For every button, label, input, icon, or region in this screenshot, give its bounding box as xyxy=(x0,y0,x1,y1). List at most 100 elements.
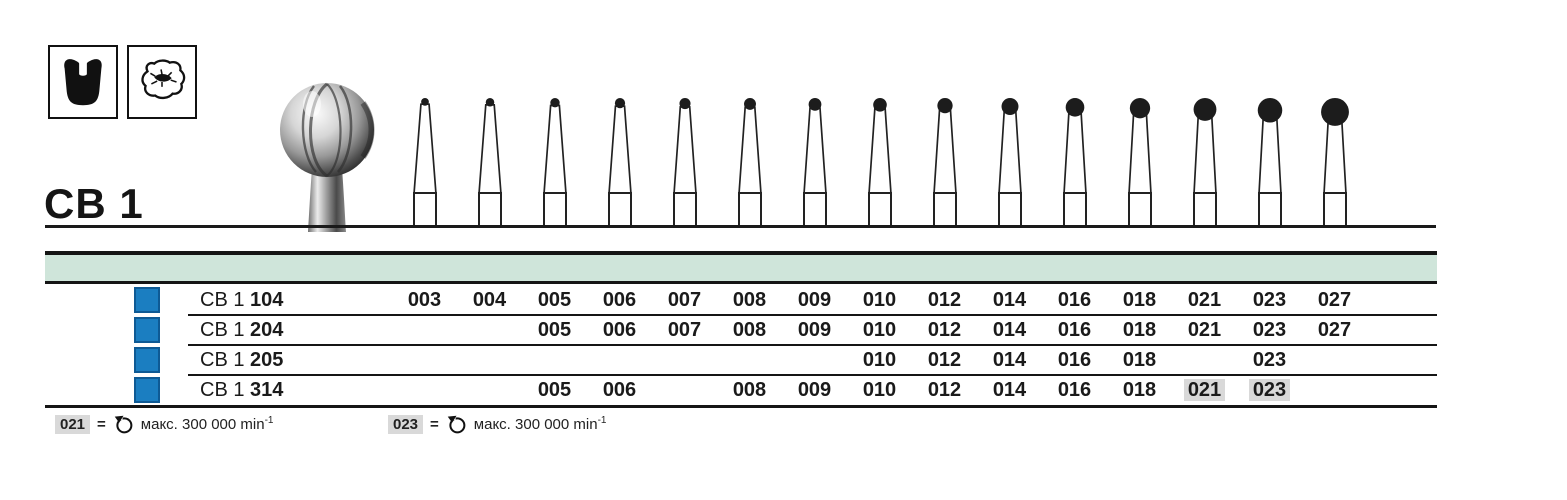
size-cell: 016 xyxy=(1057,318,1092,341)
footnote-023: 023 = макс. 300 000 min-1 xyxy=(388,412,606,436)
occlusal-surface-icon xyxy=(141,59,186,100)
size-cell: 010 xyxy=(862,288,897,311)
size-cell: 008 xyxy=(732,378,767,401)
footnote-size-badge: 023 xyxy=(388,414,424,434)
table-top-rule xyxy=(45,251,1437,255)
size-cell: 009 xyxy=(797,378,832,401)
product-label: CB 1 205 xyxy=(200,348,284,371)
size-cell: 018 xyxy=(1122,348,1157,371)
footnote-text: макс. 300 000 min-1 xyxy=(473,415,607,433)
series-title: CB 1 xyxy=(44,180,144,227)
size-cell: 014 xyxy=(992,378,1027,401)
bur-silhouette xyxy=(672,98,697,227)
indication-icon-box-1 xyxy=(48,45,118,119)
size-cell: 021 xyxy=(1187,288,1222,311)
product-select-square[interactable] xyxy=(134,376,160,403)
size-cell: 010 xyxy=(862,378,897,401)
size-cell: 005 xyxy=(537,288,572,311)
bur-silhouette xyxy=(1127,98,1152,227)
table-header-band xyxy=(45,255,1437,281)
size-cell: 014 xyxy=(992,318,1027,341)
size-cell: 009 xyxy=(797,318,832,341)
product-label: CB 1 314 xyxy=(200,378,284,401)
size-cell: 006 xyxy=(602,318,637,341)
size-cell: 012 xyxy=(927,288,962,311)
bur-silhouette xyxy=(1192,98,1217,227)
indication-icon-box-2 xyxy=(127,45,197,119)
size-cell: 023 xyxy=(1252,318,1287,341)
size-cell: 016 xyxy=(1057,378,1092,401)
size-cell: 023 xyxy=(1252,288,1287,311)
size-cell: 021 xyxy=(1187,318,1222,341)
table-rows: CB 1 104 003 004 005 006 007 008 009 010 012 014 01… xyxy=(45,285,1437,405)
footnote-size-badge: 021 xyxy=(55,414,91,434)
baseline-rule xyxy=(45,225,1436,228)
table-header-rule xyxy=(45,281,1437,284)
bur-silhouette xyxy=(802,98,827,227)
size-cell: 007 xyxy=(667,318,702,341)
bur-silhouette xyxy=(477,98,502,227)
size-cell: 003 xyxy=(407,288,442,311)
bur-silhouette xyxy=(1257,98,1282,227)
size-cell: 018 xyxy=(1122,288,1157,311)
table-row: CB 1 104 003 004 005 006 007 008 009 010 012 014 01… xyxy=(45,285,1437,315)
table-row: CB 1 314 005 006 008 009 010 012 014 016 018 021 02… xyxy=(45,373,1437,405)
size-cell: 006 xyxy=(602,288,637,311)
row-separator xyxy=(188,313,1437,316)
bur-silhouette xyxy=(607,98,632,227)
size-cell: 023 xyxy=(1252,348,1287,371)
size-cell: 007 xyxy=(667,288,702,311)
equals-sign: = xyxy=(97,415,106,433)
product-label: CB 1 104 xyxy=(200,288,284,311)
footnote-021: 021 = макс. 300 000 min-1 xyxy=(55,412,273,436)
size-cell: 027 xyxy=(1317,318,1352,341)
footnote-text: макс. 300 000 min-1 xyxy=(140,415,274,433)
table-bottom-rule xyxy=(45,404,1437,408)
rotation-speed-icon xyxy=(112,413,133,433)
size-cell: 010 xyxy=(862,348,897,371)
size-cell: 014 xyxy=(992,288,1027,311)
bur-silhouette xyxy=(542,98,567,227)
size-cell: 012 xyxy=(927,318,962,341)
product-select-square[interactable] xyxy=(134,346,160,373)
size-cell: 009 xyxy=(797,288,832,311)
rotation-speed-icon-wrap xyxy=(445,413,467,435)
product-select-square[interactable] xyxy=(134,286,160,313)
size-cell: 012 xyxy=(927,348,962,371)
size-cell: 014 xyxy=(992,348,1027,371)
size-cell: 016 xyxy=(1057,348,1092,371)
bur-silhouette xyxy=(737,98,762,227)
size-cell: 012 xyxy=(927,378,962,401)
bur-silhouette xyxy=(1320,98,1349,227)
equals-sign: = xyxy=(430,415,439,433)
size-cell: 008 xyxy=(732,288,767,311)
bur-silhouette xyxy=(412,98,437,227)
table-row: CB 1 205 010 012 014 016 018 023 xyxy=(45,343,1437,375)
rotation-speed-icon xyxy=(445,413,466,433)
size-cell: 018 xyxy=(1122,318,1157,341)
size-cell: 005 xyxy=(537,378,572,401)
size-cell: 010 xyxy=(862,318,897,341)
size-table: CB 1 104 003 004 005 006 007 008 009 010 012 014 01… xyxy=(45,251,1437,408)
bur-silhouette xyxy=(1062,98,1087,227)
cavity-preparation-icon xyxy=(64,59,102,106)
size-cell: 006 xyxy=(602,378,637,401)
size-cell: 023 xyxy=(1237,375,1302,405)
size-cell: 018 xyxy=(1122,378,1157,401)
rotation-speed-icon-wrap xyxy=(112,413,134,435)
size-cell: 008 xyxy=(732,318,767,341)
product-select-square[interactable] xyxy=(134,316,160,343)
bur-silhouette xyxy=(932,98,957,227)
size-cell: 005 xyxy=(537,318,572,341)
size-cell: 016 xyxy=(1057,288,1092,311)
round-carbide-bur-photo xyxy=(276,78,380,237)
bur-silhouette xyxy=(997,98,1022,227)
size-cell: 004 xyxy=(472,288,507,311)
bur-silhouette xyxy=(867,98,892,227)
size-cell: 021 xyxy=(1172,375,1237,405)
row-separator xyxy=(188,373,1437,376)
table-row: CB 1 204 005 006 007 008 009 010 012 014 016 018 02… xyxy=(45,313,1437,345)
size-cell: 027 xyxy=(1317,288,1352,311)
product-label: CB 1 204 xyxy=(200,318,284,341)
